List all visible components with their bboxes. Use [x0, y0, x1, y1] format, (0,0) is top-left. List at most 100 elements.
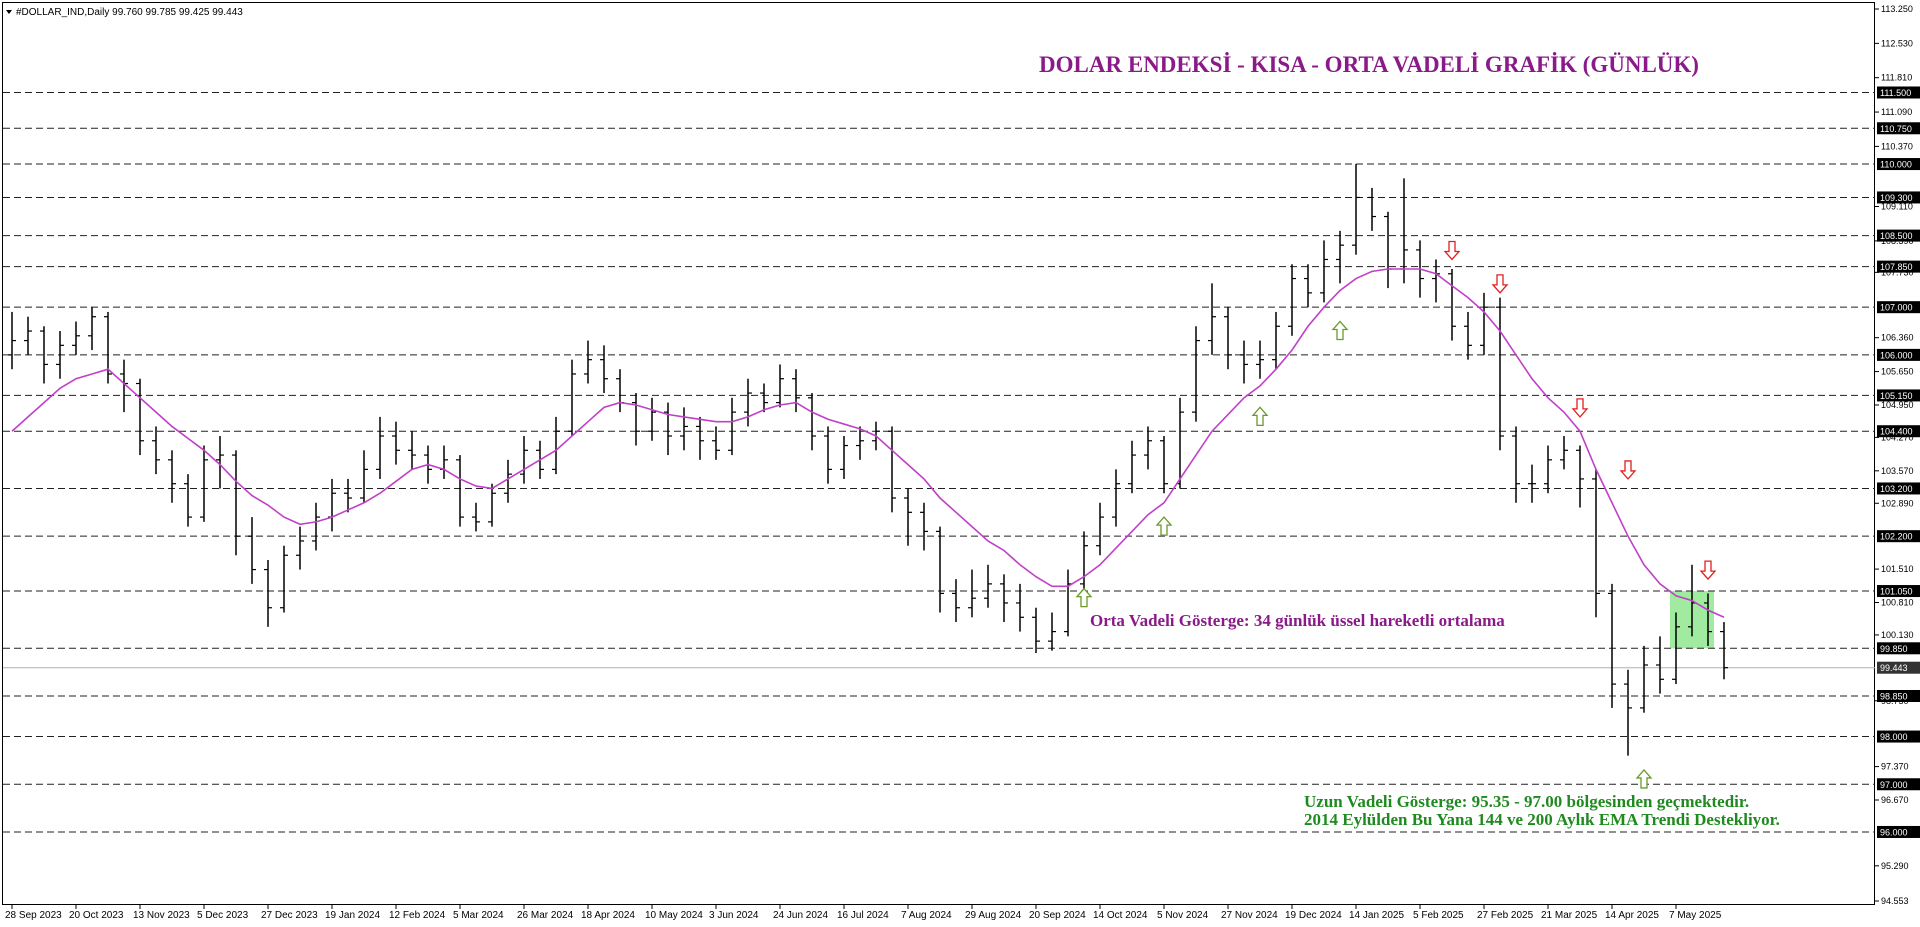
level-label-bg	[1877, 425, 1920, 438]
level-label: 101.050	[1880, 587, 1913, 597]
level-label: 110.750	[1880, 124, 1912, 134]
x-tick-label: 19 Jan 2024	[325, 910, 380, 921]
bar	[1320, 240, 1328, 303]
bar	[1112, 469, 1120, 527]
x-tick-label: 28 Sep 2023	[5, 910, 62, 921]
level-label-bg	[1877, 482, 1920, 495]
bar	[152, 426, 160, 475]
bar	[1544, 445, 1552, 494]
x-tick-label: 19 Dec 2024	[1285, 910, 1342, 921]
level-label: 103.200	[1880, 484, 1913, 494]
bar	[776, 364, 784, 408]
bar	[408, 431, 416, 470]
y-tick-label: 106.360	[1881, 333, 1914, 343]
level-label-bg	[1877, 229, 1920, 242]
level-label-bg	[1877, 778, 1920, 791]
level-label-bg	[1877, 642, 1920, 655]
x-tick-label: 3 Jun 2024	[709, 910, 759, 921]
y-tick-label: 101.510	[1881, 564, 1914, 574]
level-label-bg	[1877, 689, 1920, 702]
level-label: 105.150	[1880, 391, 1913, 401]
bar	[456, 455, 464, 527]
bar	[1672, 612, 1680, 685]
y-tick-label: 94.553	[1881, 896, 1909, 906]
long-note: Uzun Vadeli Gösterge: 95.35 - 97.00 bölg…	[1304, 792, 1749, 811]
bar	[472, 502, 480, 532]
bar	[1368, 187, 1376, 231]
bar	[920, 502, 928, 551]
bar	[936, 526, 944, 613]
level-label-bg	[1877, 86, 1920, 99]
ema-note: Orta Vadeli Gösterge: 34 günlük üssel ha…	[1090, 611, 1505, 630]
bar	[1656, 636, 1664, 694]
bar	[1592, 469, 1600, 618]
bar	[1608, 583, 1616, 708]
bar	[1480, 292, 1488, 355]
x-tick-label: 14 Oct 2024	[1093, 910, 1148, 921]
y-tick-label: 104.270	[1881, 432, 1914, 442]
x-tick-label: 12 Feb 2024	[389, 910, 446, 921]
y-tick-label: 100.130	[1881, 630, 1914, 640]
bar	[1272, 311, 1280, 370]
down-arrow	[1619, 460, 1637, 480]
level-label-bg	[1877, 191, 1920, 204]
bar	[856, 426, 864, 460]
level-label-bg	[1877, 389, 1920, 402]
bar	[728, 397, 736, 456]
bar	[1000, 574, 1008, 623]
level-label-bg	[1877, 301, 1920, 314]
bar	[952, 579, 960, 623]
level-label: 99.850	[1880, 644, 1908, 654]
x-tick-label: 26 Mar 2024	[517, 910, 574, 921]
bar	[1128, 440, 1136, 494]
level-label-bg	[1877, 585, 1920, 598]
y-tick-label: 103.570	[1881, 466, 1914, 476]
x-tick-label: 7 Aug 2024	[901, 910, 952, 921]
y-tick-label: 105.650	[1881, 367, 1914, 377]
x-tick-label: 20 Sep 2024	[1029, 910, 1086, 921]
bar	[56, 331, 64, 379]
x-tick-label: 13 Nov 2023	[133, 910, 190, 921]
x-tick-label: 29 Aug 2024	[965, 910, 1022, 921]
level-label: 109.300	[1880, 193, 1913, 203]
x-tick-label: 10 May 2024	[645, 910, 703, 921]
bar	[184, 474, 192, 527]
bar	[1512, 426, 1520, 503]
bar	[648, 397, 656, 441]
bar	[216, 435, 224, 489]
bar	[1336, 230, 1344, 284]
bar	[376, 416, 384, 479]
down-arrow	[1571, 398, 1589, 418]
bar	[248, 517, 256, 584]
y-tick-label: 113.250	[1881, 4, 1913, 14]
bar	[232, 450, 240, 556]
bar	[520, 435, 528, 484]
x-tick-label: 14 Jan 2025	[1349, 910, 1404, 921]
bar	[1496, 297, 1504, 451]
bar	[488, 483, 496, 527]
y-tick-label: 95.290	[1881, 861, 1909, 871]
bar	[888, 426, 896, 513]
bar	[1080, 531, 1088, 594]
down-arrow	[1443, 240, 1461, 261]
bar	[1448, 269, 1456, 341]
last-price-label: 99.443	[1880, 663, 1908, 673]
bar	[1144, 426, 1152, 470]
bar	[552, 416, 560, 475]
bar	[840, 435, 848, 479]
bar	[1704, 593, 1712, 646]
bar	[72, 321, 80, 355]
x-tick-label: 20 Oct 2023	[69, 910, 124, 921]
y-tick-label: 96.670	[1881, 795, 1909, 805]
x-tick-label: 16 Jul 2024	[837, 910, 889, 921]
bar	[568, 359, 576, 436]
bar	[168, 450, 176, 503]
y-tick-label: 97.370	[1881, 762, 1909, 772]
bar	[1576, 445, 1584, 508]
level-label-bg	[1877, 158, 1920, 171]
x-tick-label: 5 Nov 2024	[1157, 910, 1209, 921]
bar	[296, 526, 304, 570]
level-label: 104.400	[1880, 427, 1913, 437]
bar	[24, 316, 32, 355]
y-tick-label: 111.090	[1881, 107, 1912, 117]
